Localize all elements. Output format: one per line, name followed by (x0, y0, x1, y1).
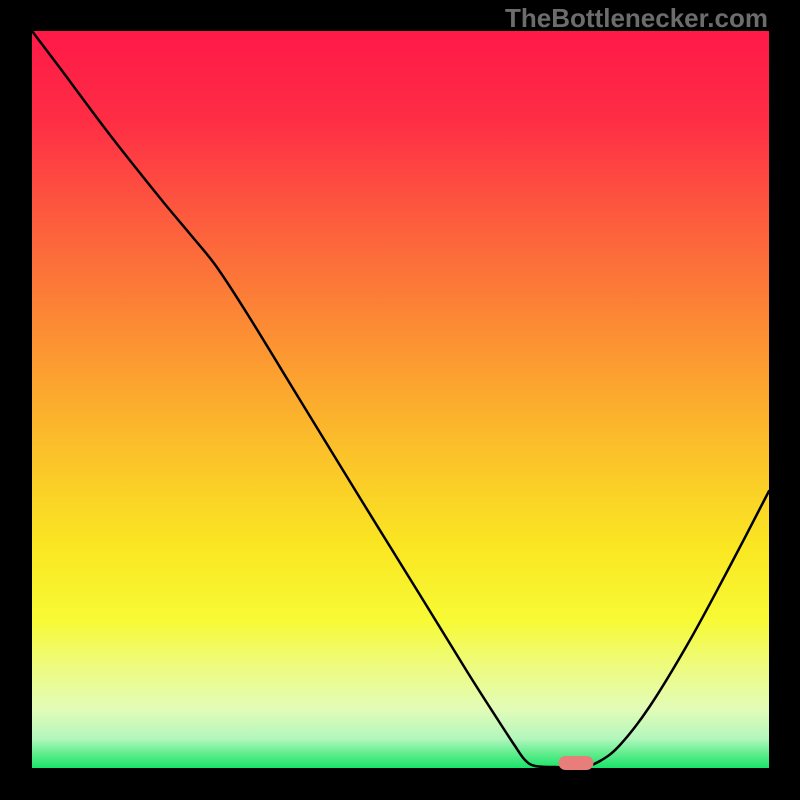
plot-area (32, 31, 769, 768)
chart-container: TheBottlenecker.com (0, 0, 800, 800)
optimum-marker (559, 756, 594, 770)
bottleneck-curve (32, 31, 769, 767)
watermark-text: TheBottlenecker.com (505, 3, 768, 34)
curve-layer (32, 31, 769, 768)
